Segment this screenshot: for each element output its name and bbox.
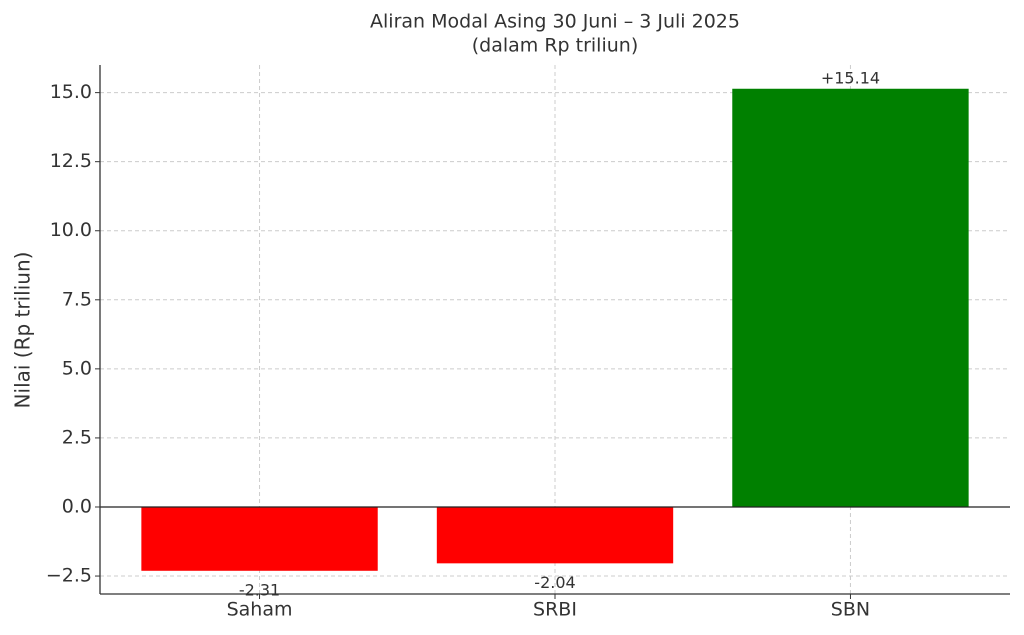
x-tick-label: SRBI (533, 599, 577, 621)
data-label: -2.04 (534, 573, 575, 592)
data-label: +15.14 (821, 68, 880, 87)
x-tick-label: Saham (227, 599, 293, 621)
y-tick-label: 10.0 (50, 219, 92, 241)
y-tick-label: 7.5 (62, 288, 92, 310)
chart-subtitle: (dalam Rp triliun) (472, 35, 638, 57)
y-tick-label: 15.0 (50, 81, 92, 103)
x-tick-label: SBN (831, 599, 870, 621)
y-tick-label: 2.5 (62, 426, 92, 448)
bar (436, 506, 674, 564)
y-axis-label: Nilai (Rp triliun) (11, 252, 35, 409)
y-tick-label: 12.5 (50, 150, 92, 172)
bar (141, 506, 378, 571)
y-tick-label: −2.5 (46, 565, 92, 587)
y-tick-label: 0.0 (62, 495, 92, 517)
chart-title: Aliran Modal Asing 30 Juni – 3 Juli 2025 (370, 11, 740, 33)
bar (732, 88, 969, 507)
y-tick-label: 5.0 (62, 357, 92, 379)
